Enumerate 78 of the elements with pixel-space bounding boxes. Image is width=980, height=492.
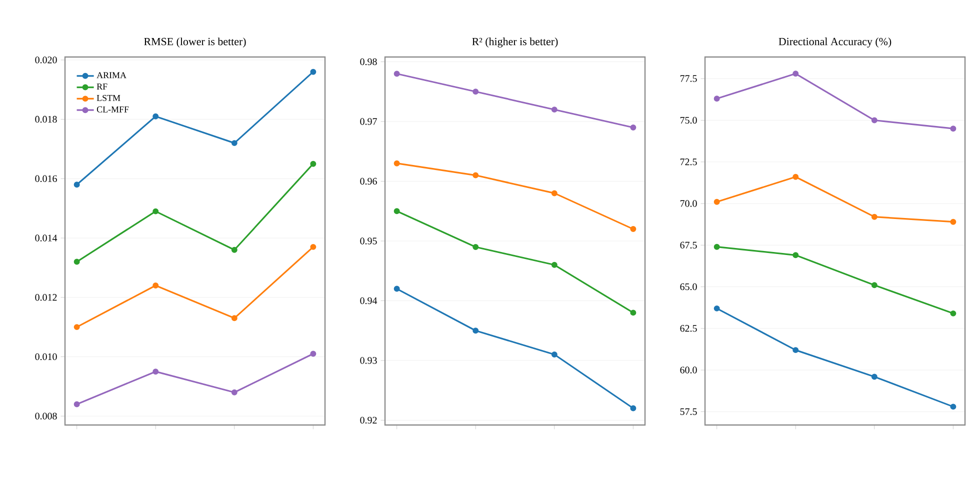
y-tick-label: 0.94 bbox=[360, 297, 378, 304]
y-tick-label: 60.0 bbox=[680, 366, 697, 374]
y-tick-label: 0.95 bbox=[360, 238, 377, 244]
chart-title: R² (higher is better) bbox=[472, 38, 558, 48]
point bbox=[630, 124, 636, 130]
point bbox=[231, 315, 238, 322]
point bbox=[472, 172, 479, 178]
y-tick-label: 0.014 bbox=[35, 234, 58, 242]
point bbox=[152, 368, 159, 375]
point bbox=[714, 96, 720, 102]
legend-label: RF bbox=[96, 84, 108, 90]
chart-title: Directional Accuracy (%) bbox=[778, 38, 892, 48]
point bbox=[310, 244, 316, 250]
y-tick-label: 70.0 bbox=[680, 200, 697, 207]
point bbox=[551, 190, 558, 196]
point bbox=[394, 286, 400, 292]
point bbox=[871, 374, 878, 380]
point bbox=[472, 244, 479, 250]
y-tick-label: 0.96 bbox=[360, 178, 377, 185]
y-tick-label: 72.5 bbox=[680, 158, 697, 166]
point bbox=[714, 198, 720, 205]
chart-title: RMSE (lower is better) bbox=[144, 38, 246, 48]
point bbox=[231, 389, 238, 396]
point bbox=[950, 126, 956, 132]
y-tick-label: 0.92 bbox=[360, 416, 377, 424]
y-tick-label: 0.93 bbox=[360, 357, 377, 364]
point bbox=[792, 174, 799, 180]
point bbox=[871, 282, 878, 288]
point bbox=[551, 106, 558, 113]
point bbox=[152, 113, 159, 120]
y-tick-label: 0.016 bbox=[35, 175, 57, 182]
legend-label: ARIMA bbox=[96, 72, 126, 78]
point bbox=[950, 218, 956, 225]
point bbox=[714, 305, 720, 312]
point bbox=[310, 68, 316, 75]
point bbox=[310, 160, 316, 167]
point bbox=[630, 310, 636, 316]
point bbox=[630, 405, 636, 412]
y-tick-label: 0.018 bbox=[35, 116, 57, 123]
point bbox=[394, 70, 400, 77]
point bbox=[714, 244, 720, 250]
point bbox=[871, 214, 878, 220]
y-tick-label: 77.5 bbox=[680, 75, 697, 82]
point bbox=[792, 252, 799, 258]
point bbox=[394, 160, 400, 166]
point bbox=[152, 282, 159, 289]
point bbox=[310, 350, 316, 357]
y-tick-label: 67.5 bbox=[680, 242, 697, 249]
y-tick-label: 57.5 bbox=[680, 408, 697, 416]
point bbox=[231, 140, 238, 146]
point bbox=[394, 208, 400, 214]
point bbox=[551, 352, 558, 358]
point bbox=[472, 88, 479, 95]
y-tick-label: 62.5 bbox=[680, 325, 697, 332]
point bbox=[152, 208, 159, 214]
point bbox=[74, 182, 80, 188]
point bbox=[74, 401, 80, 408]
y-tick-label: 0.97 bbox=[360, 118, 377, 125]
y-tick-label: 0.010 bbox=[35, 353, 57, 360]
point bbox=[74, 324, 80, 330]
legend-label: LSTM bbox=[96, 94, 120, 101]
legend-label: CL-MFF bbox=[96, 106, 129, 112]
point bbox=[792, 347, 799, 354]
y-tick-label: 0.012 bbox=[35, 294, 57, 301]
point bbox=[231, 246, 238, 253]
y-tick-label: 0.020 bbox=[35, 56, 57, 64]
point bbox=[74, 258, 80, 265]
y-tick-label: 65.0 bbox=[680, 283, 697, 290]
point bbox=[551, 262, 558, 268]
point bbox=[950, 404, 956, 410]
point bbox=[871, 117, 878, 124]
point bbox=[472, 328, 479, 334]
point bbox=[630, 226, 636, 232]
y-tick-label: 0.98 bbox=[360, 58, 377, 66]
y-tick-label: 0.008 bbox=[35, 412, 57, 420]
y-tick-label: 75.0 bbox=[680, 116, 697, 124]
point bbox=[950, 310, 956, 316]
point bbox=[792, 70, 799, 77]
